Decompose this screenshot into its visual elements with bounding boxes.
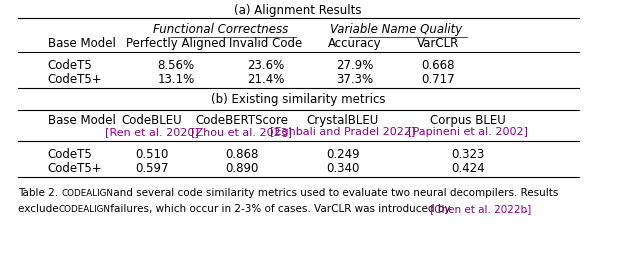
Text: 0.868: 0.868 — [225, 148, 258, 161]
Text: .: . — [525, 204, 528, 214]
Text: 23.6%: 23.6% — [247, 59, 284, 72]
Text: Base Model: Base Model — [48, 114, 116, 127]
Text: (b) Existing similarity metrics: (b) Existing similarity metrics — [211, 93, 385, 106]
Text: Accuracy: Accuracy — [328, 37, 381, 49]
Text: 0.424: 0.424 — [451, 162, 485, 175]
Text: Invalid Code: Invalid Code — [228, 37, 302, 49]
Text: CrystalBLEU: CrystalBLEU — [307, 114, 379, 127]
Text: CodeT5: CodeT5 — [48, 148, 92, 161]
Text: CodeT5: CodeT5 — [48, 59, 92, 72]
Text: CodeT5+: CodeT5+ — [48, 73, 102, 86]
Text: 0.510: 0.510 — [136, 148, 169, 161]
Text: 21.4%: 21.4% — [246, 73, 284, 86]
Text: 0.340: 0.340 — [326, 162, 360, 175]
Text: 0.890: 0.890 — [225, 162, 258, 175]
Text: (a) Alignment Results: (a) Alignment Results — [234, 4, 362, 17]
Text: Base Model: Base Model — [48, 37, 116, 49]
Text: failures, which occur in 2-3% of cases. VarCLR was introduced by: failures, which occur in 2-3% of cases. … — [107, 204, 454, 214]
Text: 0.668: 0.668 — [422, 59, 455, 72]
Text: [Papineni et al. 2002]: [Papineni et al. 2002] — [408, 127, 528, 137]
Text: 0.323: 0.323 — [451, 148, 485, 161]
Text: and several code similarity metrics used to evaluate two neural decompilers. Res: and several code similarity metrics used… — [109, 188, 558, 198]
Text: Perfectly Aligned: Perfectly Aligned — [126, 37, 226, 49]
Text: exclude: exclude — [18, 204, 62, 214]
Text: CodeBERTScore: CodeBERTScore — [195, 114, 288, 127]
Text: VarCLR: VarCLR — [417, 37, 460, 49]
Text: 0.597: 0.597 — [135, 162, 169, 175]
Text: Corpus BLEU: Corpus BLEU — [430, 114, 506, 127]
Text: 0.249: 0.249 — [326, 148, 360, 161]
Text: CODEALIGN: CODEALIGN — [59, 205, 111, 214]
Text: 13.1%: 13.1% — [157, 73, 195, 86]
Text: Table 2.: Table 2. — [18, 188, 65, 198]
Text: 27.9%: 27.9% — [336, 59, 374, 72]
Text: [Eghbali and Pradel 2022]: [Eghbali and Pradel 2022] — [270, 127, 415, 137]
Text: 0.717: 0.717 — [422, 73, 455, 86]
Text: CodeBLEU: CodeBLEU — [122, 114, 182, 127]
Text: [Ren et al. 2020]: [Ren et al. 2020] — [105, 127, 199, 137]
Text: CODEALIGN: CODEALIGN — [61, 189, 113, 198]
Text: 37.3%: 37.3% — [336, 73, 373, 86]
Text: CodeT5+: CodeT5+ — [48, 162, 102, 175]
Text: [Chen et al. 2022b]: [Chen et al. 2022b] — [430, 204, 531, 214]
Text: Functional Correctness: Functional Correctness — [153, 23, 288, 36]
Text: [Zhou et al. 2023]: [Zhou et al. 2023] — [191, 127, 292, 137]
Text: Variable Name Quality: Variable Name Quality — [330, 23, 463, 36]
Text: 8.56%: 8.56% — [157, 59, 195, 72]
